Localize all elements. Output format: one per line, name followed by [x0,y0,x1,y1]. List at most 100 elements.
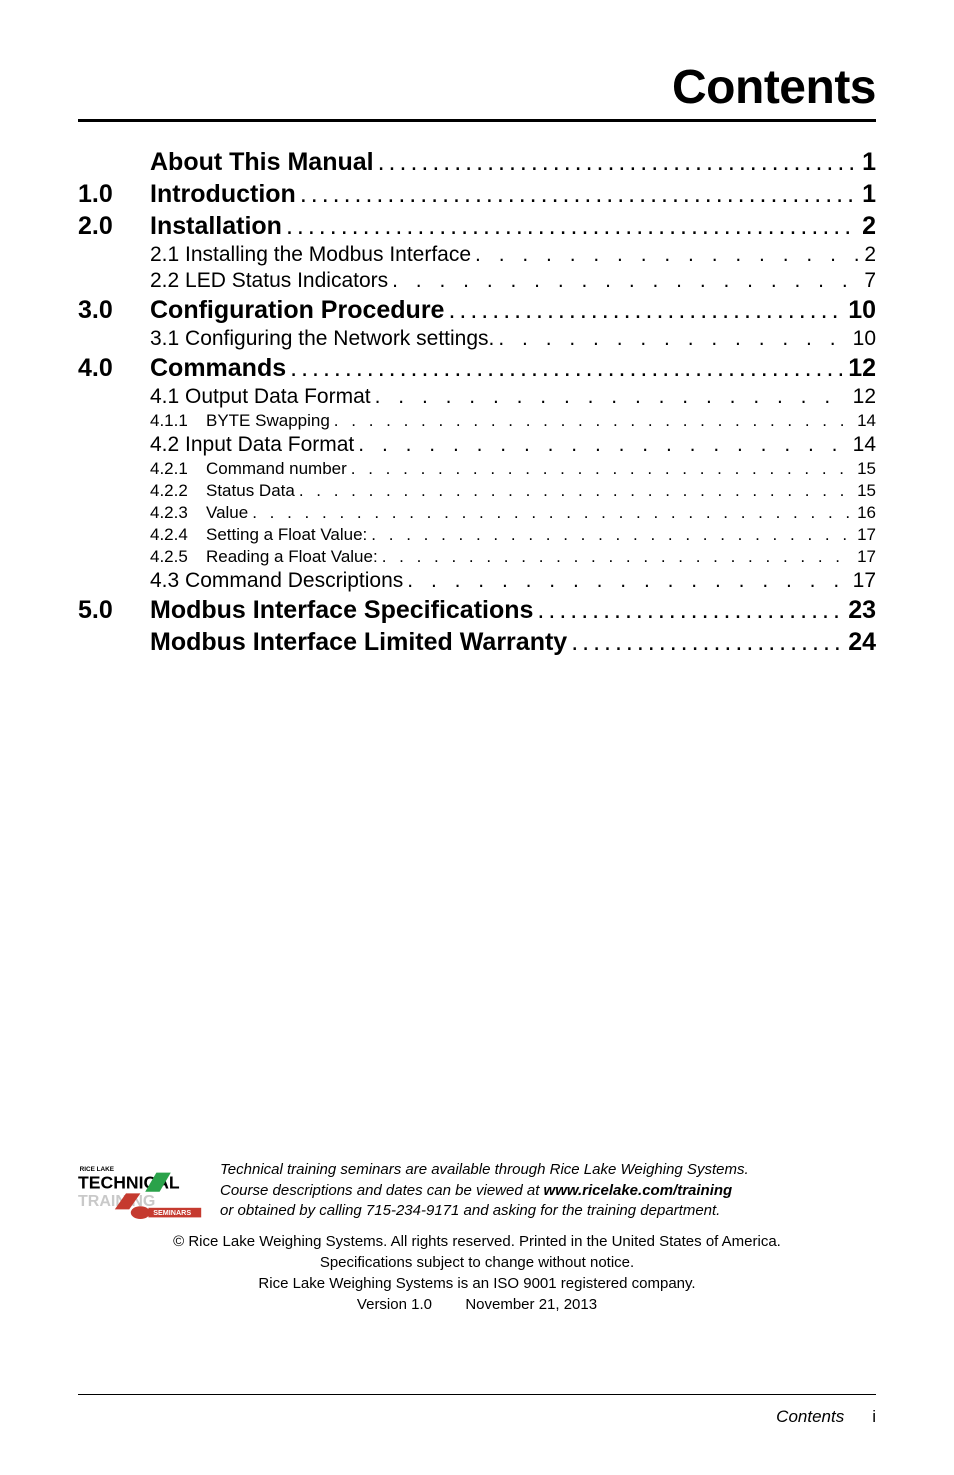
toc-entry-subtext: Setting a Float Value: [206,525,367,544]
footer-page-number: i [872,1407,876,1426]
toc-leader [444,296,842,325]
toc-entry-page: 2 [858,243,876,267]
toc-entry-page: 12 [842,354,876,383]
toc-leader [354,433,846,457]
toc-entry-label: Introduction [150,180,296,209]
toc-entry-number: 3.0 [78,296,150,325]
toc-entry: 3.0Configuration Procedure 10 [78,296,876,325]
toc-entry-label: About This Manual [150,148,374,177]
copyright-version: Version 1.0 [357,1296,432,1313]
copyright-line2: Specifications subject to change without… [320,1254,634,1271]
toc-entry-page: 24 [842,628,876,657]
toc-leader [282,212,856,241]
toc-entry-label: Installation [150,212,282,241]
toc-entry: 4.2.3Value 16 [78,503,876,523]
toc-entry-subtext: Value [206,503,248,522]
title-rule [78,119,876,122]
toc-entry-label: Commands [150,354,286,383]
toc-entry-subnumber: 4.2.3 [150,503,206,523]
toc-entry-page: 1 [856,180,876,209]
toc-entry: 5.0Modbus Interface Specifications23 [78,596,876,625]
toc-entry-label: Modbus Interface Limited Warranty [150,628,567,657]
training-link: www.ricelake.com/training [544,1182,733,1199]
toc-entry-number: 1.0 [78,180,150,209]
toc-entry-page: 14 [851,411,876,431]
toc-entry: 4.2 Input Data Format 14 [78,433,876,457]
toc-entry-page: 10 [842,296,876,325]
toc-entry-label: 4.3 Command Descriptions [150,569,403,593]
toc-entry-subtext: Reading a Float Value: [206,547,378,566]
page-footer: Contents i [776,1407,876,1427]
toc-entry-label: 4.2.2Status Data [150,481,295,501]
copyright-date: November 21, 2013 [465,1296,597,1313]
toc-leader [494,327,846,351]
toc-entry: 2.1 Installing the Modbus Interface 2 [78,243,876,267]
toc-entry-label: Configuration Procedure [150,296,444,325]
toc-entry-page: 23 [842,596,876,625]
toc-entry: 2.0Installation2 [78,212,876,241]
copyright-line3: Rice Lake Weighing Systems is an ISO 900… [258,1275,695,1292]
toc-leader [403,569,846,593]
toc-entry-page: 12 [847,385,876,409]
toc-entry: 4.2.5Reading a Float Value: 17 [78,547,876,567]
toc-entry-subtext: Command number [206,459,347,478]
footer-section: Contents [776,1407,844,1426]
toc-entry-subnumber: 4.2.1 [150,459,206,479]
toc-leader [347,459,851,479]
logo-badge-swirl [131,1206,150,1219]
toc-entry-page: 16 [851,503,876,523]
toc-entry-page: 17 [851,525,876,545]
toc-entry-number: 5.0 [78,596,150,625]
toc-leader [371,385,847,409]
toc-entry-subtext: BYTE Swapping [206,411,330,430]
toc-leader [533,596,842,625]
toc-entry-subnumber: 4.2.4 [150,525,206,545]
toc-entry-page: 1 [856,148,876,177]
toc-leader [295,481,851,501]
toc-entry-page: 15 [851,481,876,501]
toc-leader [567,628,842,657]
toc-entry-page: 17 [851,547,876,567]
toc-leader [296,180,856,209]
toc-entry-label: 3.1 Configuring the Network settings. [150,327,494,351]
toc-leader [471,243,858,267]
toc-entry: 2.2 LED Status Indicators 7 [78,269,876,293]
bottom-rule [78,1394,876,1395]
toc-entry: 4.3 Command Descriptions 17 [78,569,876,593]
toc-entry-label: 4.2.4Setting a Float Value: [150,525,367,545]
toc-entry: Modbus Interface Limited Warranty 24 [78,628,876,657]
toc-entry: 1.0Introduction 1 [78,180,876,209]
toc-entry-label: 4.2.5Reading a Float Value: [150,547,378,567]
toc-entry-label: 2.1 Installing the Modbus Interface [150,243,471,267]
toc-entry: About This Manual 1 [78,148,876,177]
toc-entry-label: 4.1 Output Data Format [150,385,371,409]
toc-entry-number: 2.0 [78,212,150,241]
logo-badge-text: SEMINARS [153,1208,191,1217]
toc-entry-subnumber: 4.2.2 [150,481,206,501]
page-title: Contents [78,60,876,115]
training-line1: Technical training seminars are availabl… [220,1161,749,1178]
toc-entry-page: 7 [858,269,876,293]
toc-leader [330,411,851,431]
toc-entry-label: 4.2.3Value [150,503,248,523]
toc-entry: 3.1 Configuring the Network settings.10 [78,327,876,351]
toc-leader [286,354,842,383]
toc-leader [248,503,851,523]
copyright-block: © Rice Lake Weighing Systems. All rights… [78,1231,876,1315]
toc-leader [367,525,851,545]
training-line2a: Course descriptions and dates can be vie… [220,1182,544,1199]
toc-leader [388,269,858,293]
toc-entry: 4.2.1Command number15 [78,459,876,479]
toc-entry-label: 4.1.1BYTE Swapping [150,411,330,431]
toc-leader [378,547,851,567]
toc-entry-page: 14 [847,433,876,457]
toc-entry-label: 4.2.1Command number [150,459,347,479]
toc-leader [374,148,856,177]
footer-block: RICE LAKE TECHNICAL TRAINING SEMINARS Te… [78,1160,876,1315]
toc-entry-label: 4.2 Input Data Format [150,433,354,457]
toc-entry: 4.2.4Setting a Float Value: 17 [78,525,876,545]
toc-entry-label: 2.2 LED Status Indicators [150,269,388,293]
toc-entry-page: 17 [847,569,876,593]
training-text: Technical training seminars are availabl… [220,1160,749,1221]
toc-entry-subtext: Status Data [206,481,295,500]
